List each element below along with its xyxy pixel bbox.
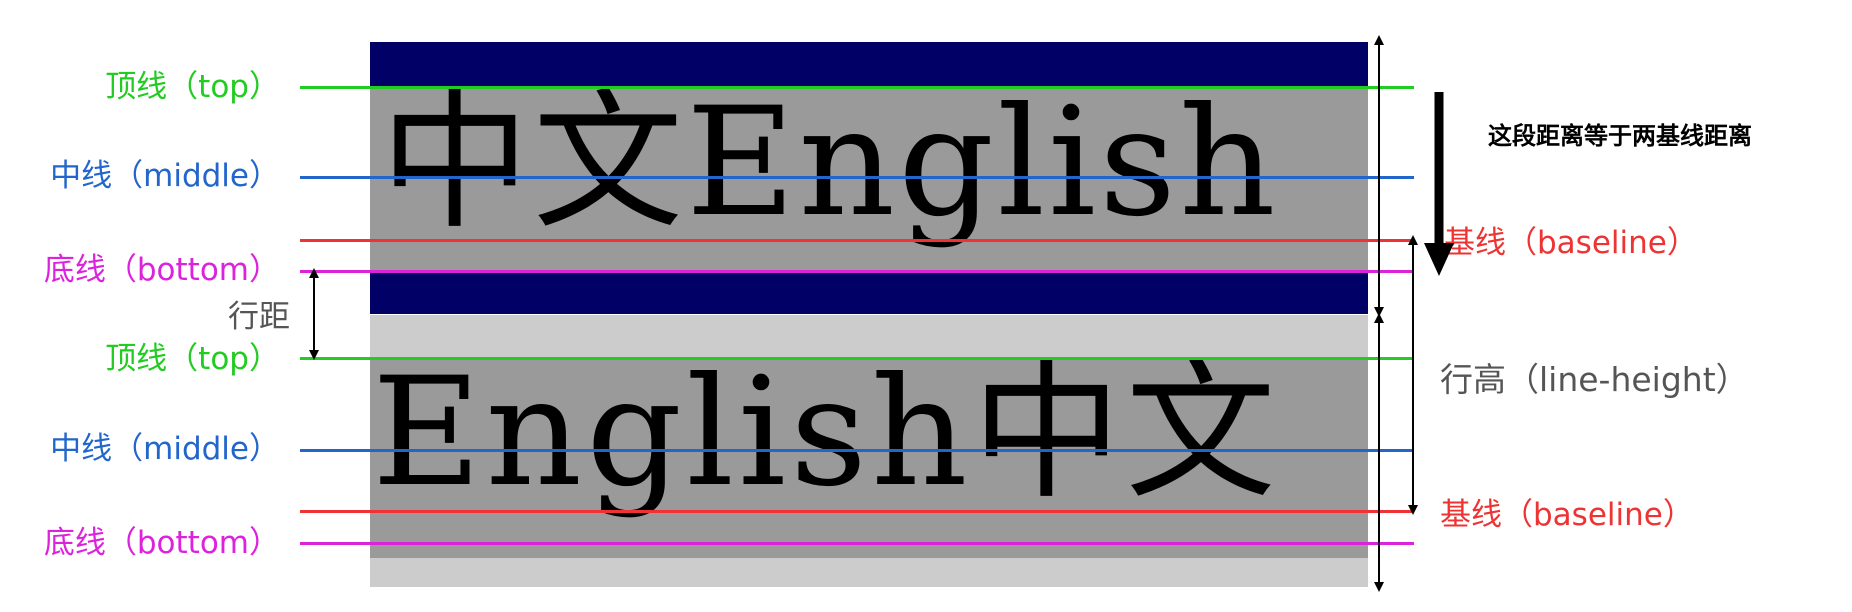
label-bottom-2: 底线（bottom） (43, 525, 280, 561)
label-top-1: 顶线（top） (105, 69, 280, 105)
label-middle-2: 中线（middle） (50, 431, 280, 467)
baseline-distance-note: 这段距离等于两基线距离 (1488, 122, 1752, 150)
top-line-2 (300, 357, 1414, 360)
line-height-label: 行高（line-height） (1440, 360, 1749, 399)
label-baseline-2: 基线（baseline） (1440, 497, 1694, 533)
middle-line-1 (300, 176, 1414, 179)
label-top-2: 顶线（top） (105, 341, 280, 377)
middle-line-2 (300, 449, 1414, 452)
line-gap-label: 行距 (228, 299, 290, 335)
label-baseline-1: 基线（baseline） (1444, 225, 1698, 261)
baseline-2 (300, 510, 1414, 513)
bottom-line-2 (300, 542, 1414, 545)
sample-text-row-1: 中文English (380, 76, 1279, 250)
label-bottom-1: 底线（bottom） (43, 252, 280, 288)
label-middle-1: 中线（middle） (50, 158, 280, 194)
text-content-area-2 (370, 358, 1368, 558)
bottom-line-1 (300, 270, 1414, 273)
top-line-1 (300, 86, 1414, 89)
baseline-1 (300, 239, 1414, 242)
sample-text-row-2: English中文 (372, 346, 1280, 520)
bold-down-arrow-head (1424, 243, 1454, 276)
